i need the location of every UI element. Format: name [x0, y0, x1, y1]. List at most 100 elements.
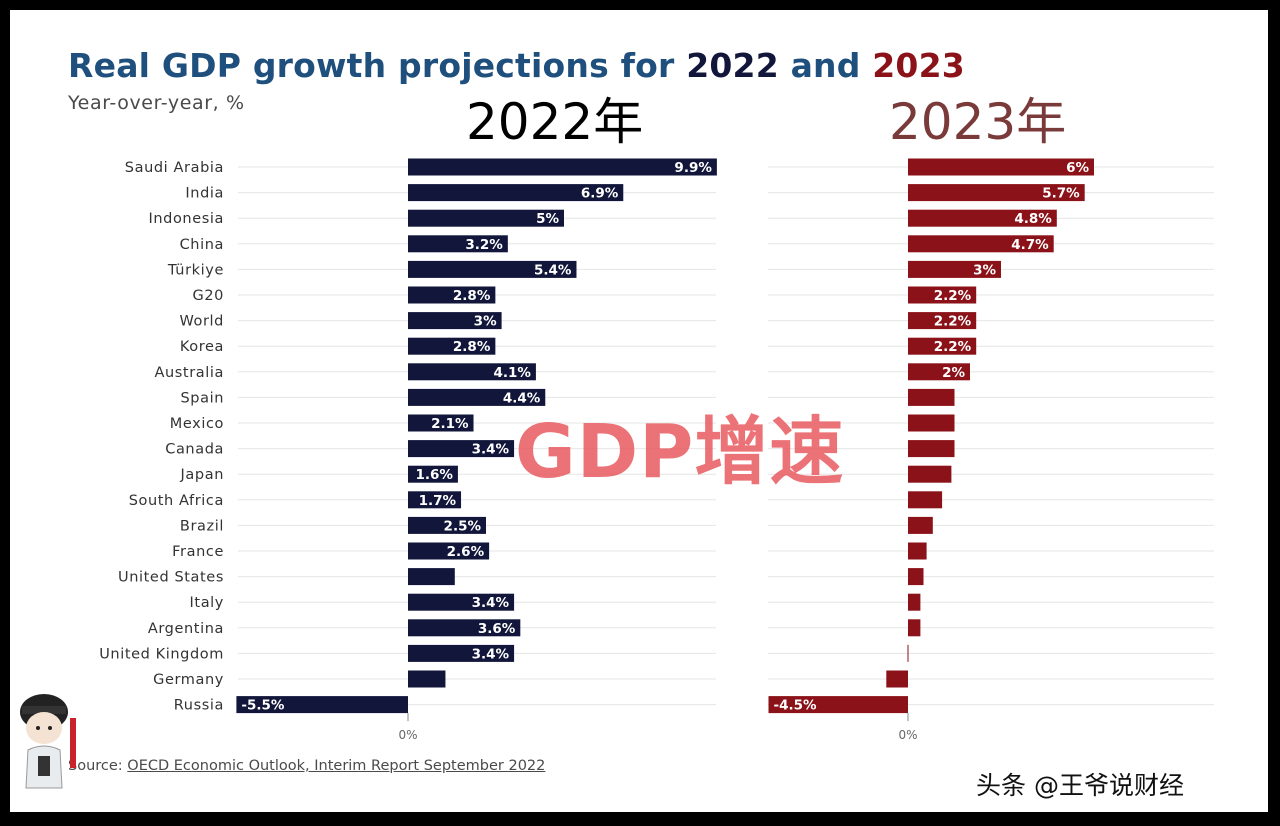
category-label: Japan	[180, 467, 224, 483]
bar-2022	[408, 363, 536, 381]
data-label-2023: 2.2%	[934, 339, 972, 355]
bar-2022	[236, 696, 408, 714]
data-label-2023: 4.8%	[1014, 211, 1052, 227]
bar-2023	[908, 516, 933, 534]
data-label-2022: 9.9%	[674, 160, 712, 176]
category-label: World	[179, 314, 224, 330]
bar-2022	[408, 619, 521, 637]
bar-2022	[408, 235, 508, 253]
overlay-year-2022: 2022年	[466, 93, 644, 151]
data-label-2022: 4.4%	[503, 390, 541, 406]
data-label-2022: 3.4%	[472, 595, 510, 611]
avatar-icon	[20, 694, 76, 789]
title-year-2022: 2022	[686, 46, 779, 85]
watermark-text: GDP增速	[515, 409, 845, 495]
category-label: Türkiye	[167, 262, 224, 278]
bar-2022	[408, 516, 486, 534]
bar-2023	[908, 619, 921, 637]
bar-2022	[408, 465, 458, 483]
overlay-year-2023: 2023年	[889, 93, 1067, 151]
chart-title: Real GDP growth projections for 2022 and…	[68, 46, 965, 85]
data-label-2022: 5%	[536, 211, 559, 227]
data-label-2022: 3%	[474, 314, 497, 330]
data-label-2022: 1.6%	[415, 467, 453, 483]
data-label-2022: 2.8%	[453, 339, 491, 355]
category-label: Brazil	[180, 518, 224, 534]
bar-2022	[408, 260, 577, 278]
bar-2022	[408, 209, 564, 227]
bar-2023	[908, 440, 955, 458]
bar-2023	[908, 568, 924, 586]
bar-2023	[908, 593, 921, 611]
bar-2022	[408, 568, 455, 586]
data-label-2022: 2.5%	[444, 518, 482, 534]
bar-2022	[408, 337, 496, 355]
data-label-2022: 2.6%	[447, 544, 485, 560]
category-label: South Africa	[129, 493, 224, 509]
data-label-2022: 3.4%	[472, 646, 510, 662]
bar-2022	[408, 184, 624, 202]
bar-2023	[886, 670, 908, 688]
data-label-2023: 2%	[942, 365, 965, 381]
category-label: Canada	[165, 442, 224, 458]
data-label-2022: 1.7%	[419, 493, 457, 509]
data-label-2023: 4.7%	[1011, 237, 1049, 253]
bar-2022	[408, 312, 502, 330]
bar-2023	[908, 312, 977, 330]
bar-2022	[408, 593, 515, 611]
bar-2022	[408, 388, 546, 406]
bar-2023	[908, 491, 943, 509]
category-label: Indonesia	[148, 211, 224, 227]
source-note: Source: OECD Economic Outlook, Interim R…	[68, 758, 546, 774]
data-label-2023: -4.5%	[774, 698, 818, 714]
bar-2022	[408, 440, 515, 458]
data-label-2022: 3.6%	[478, 621, 516, 637]
bar-2023	[908, 235, 1054, 253]
data-label-2022: 3.4%	[472, 442, 510, 458]
data-label-2023: 2.2%	[934, 288, 972, 304]
bar-2023	[908, 542, 927, 560]
data-label-2022: 2.8%	[453, 288, 491, 304]
category-label: Saudi Arabia	[125, 160, 224, 176]
bar-2023	[908, 465, 952, 483]
bar-2022	[408, 670, 446, 688]
category-label: France	[172, 544, 224, 560]
source-link[interactable]: OECD Economic Outlook, Interim Report Se…	[127, 758, 546, 774]
data-label-2022: 4.1%	[493, 365, 531, 381]
data-label-2022: -5.5%	[241, 698, 285, 714]
bar-2023	[908, 158, 1094, 176]
data-label-2023: 6%	[1066, 160, 1089, 176]
bar-2023	[908, 184, 1085, 202]
category-label: Germany	[153, 672, 224, 688]
chart-frame	[10, 10, 1268, 812]
bar-2022	[408, 414, 474, 432]
category-label: Spain	[180, 390, 224, 406]
data-label-2022: 6.9%	[581, 186, 619, 202]
bar-2023	[908, 260, 1001, 278]
category-label: Mexico	[170, 416, 224, 432]
category-label: Argentina	[148, 621, 224, 637]
category-label: India	[185, 186, 224, 202]
category-label: Italy	[190, 595, 224, 611]
bar-2022	[408, 158, 717, 176]
bar-2022	[408, 286, 496, 304]
data-label-2023: 2.2%	[934, 314, 972, 330]
category-label: Korea	[180, 339, 224, 355]
category-label: Russia	[174, 698, 224, 714]
data-label-2023: 5.7%	[1042, 186, 1080, 202]
category-label: United Kingdom	[99, 646, 224, 662]
credit-text: 头条 @王爷说财经	[976, 771, 1184, 800]
bar-2023	[908, 209, 1057, 227]
category-label: United States	[118, 570, 224, 586]
zero-axis-label: 0%	[398, 728, 417, 742]
data-label-2022: 2.1%	[431, 416, 469, 432]
data-label-2022: 5.4%	[534, 262, 572, 278]
data-label-2022: 3.2%	[465, 237, 503, 253]
category-label: China	[180, 237, 224, 253]
bar-2023	[908, 337, 977, 355]
title-year-2023: 2023	[872, 46, 965, 85]
bar-2023	[908, 388, 955, 406]
bar-2023	[908, 363, 970, 381]
bar-2022	[408, 542, 490, 560]
